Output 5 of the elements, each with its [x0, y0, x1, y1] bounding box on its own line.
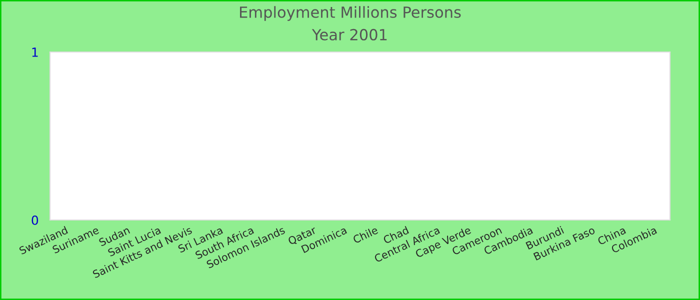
x-tick-label: Chile: [352, 226, 378, 244]
chart-title: Employment Millions Persons: [240, 6, 461, 21]
y-tick-label: 1: [32, 48, 38, 57]
y-tick-label: 0: [32, 215, 38, 225]
chart-subtitle: Year 2001: [312, 28, 387, 40]
